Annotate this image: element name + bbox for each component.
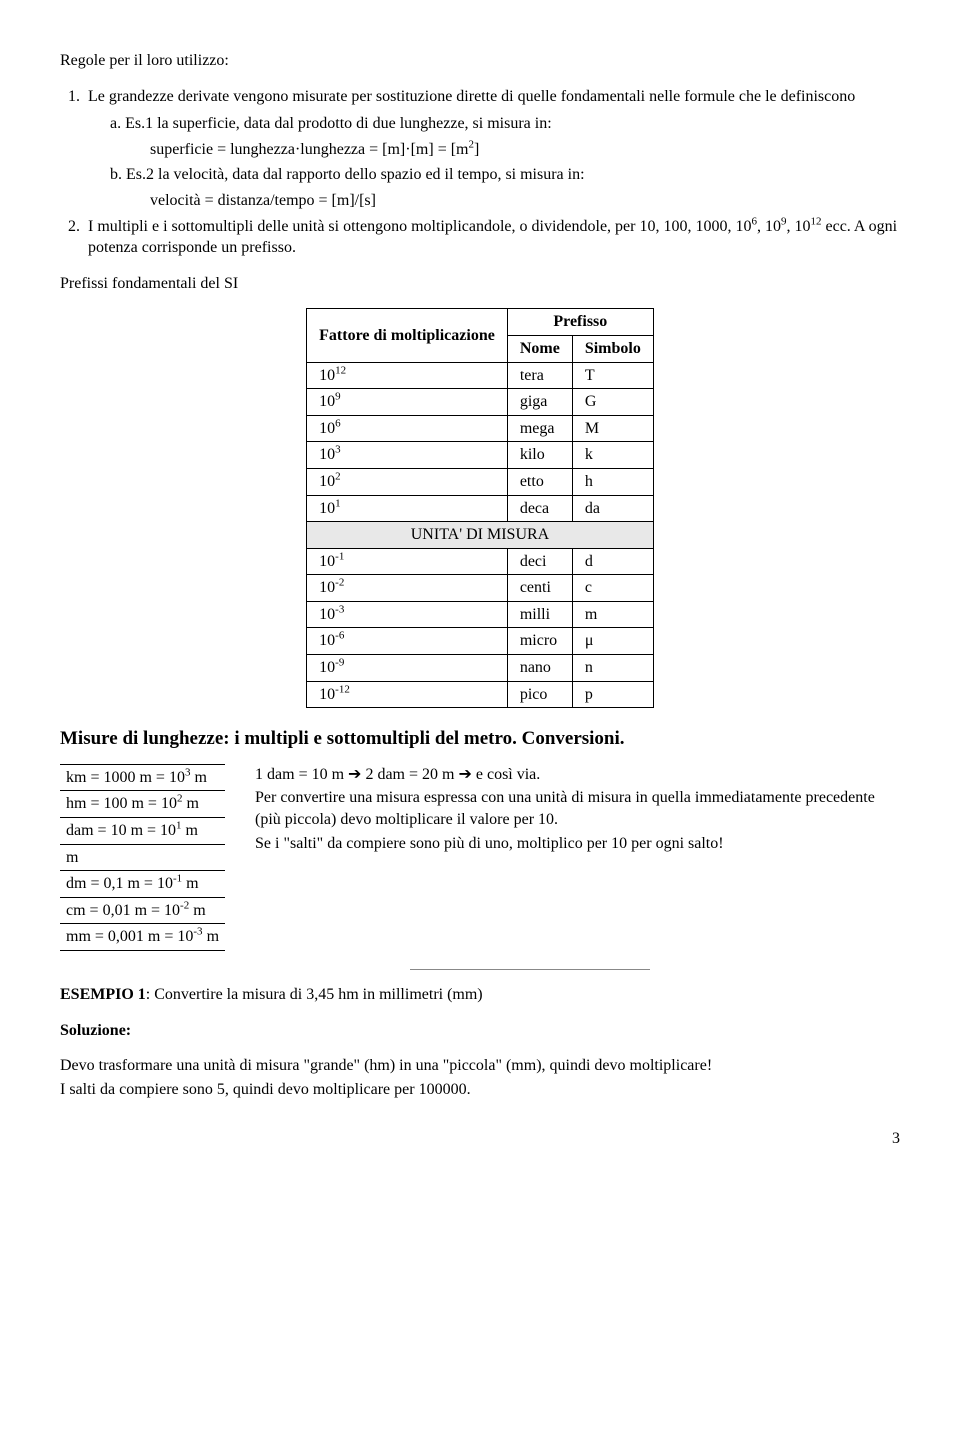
- rule-1-text: Le grandezze derivate vengono misurate p…: [88, 88, 855, 105]
- rule-1-num: 1.: [68, 86, 88, 108]
- table-row: 101: [307, 495, 508, 522]
- prefix-intro: Prefissi fondamentali del SI: [60, 273, 900, 295]
- table-row: mm = 0,001 m = 10-3 m: [60, 924, 225, 951]
- rule-2: 2.I multipli e i sottomultipli delle uni…: [60, 216, 900, 259]
- conversion-table: km = 1000 m = 103 mhm = 100 m = 102 mdam…: [60, 764, 225, 951]
- table-row: hm = 100 m = 102 m: [60, 791, 225, 818]
- table-row: km = 1000 m = 103 m: [60, 764, 225, 791]
- table-row: 10-3: [307, 601, 508, 628]
- rule-1b-label: b.: [110, 166, 122, 183]
- rule-2-num: 2.: [68, 216, 88, 238]
- arrow-icon: ➔: [348, 766, 361, 783]
- rule-1b: b. Es.2 la velocità, data dal rapporto d…: [60, 164, 900, 186]
- table-row: 102: [307, 468, 508, 495]
- table-row: 10-9: [307, 655, 508, 682]
- arrow-icon: ➔: [458, 766, 471, 783]
- table-row: cm = 0,01 m = 10-2 m: [60, 897, 225, 924]
- th-simbolo: Simbolo: [572, 335, 653, 362]
- soluzione-label: Soluzione:: [60, 1020, 900, 1042]
- sol-p2: I salti da compiere sono 5, quindi devo …: [60, 1079, 900, 1101]
- conversion-section: km = 1000 m = 103 mhm = 100 m = 102 mdam…: [60, 764, 900, 951]
- intro-text: Regole per il loro utilizzo:: [60, 50, 900, 72]
- rule-1a-formula: superficie = lunghezza·lunghezza = [m]·[…: [60, 139, 900, 161]
- table-row: dm = 0,1 m = 10-1 m: [60, 871, 225, 898]
- table-row: 109: [307, 389, 508, 416]
- th-nome: Nome: [507, 335, 572, 362]
- table-row: 10-6: [307, 628, 508, 655]
- table-row: 10-1: [307, 548, 508, 575]
- table-row: 10-12: [307, 681, 508, 708]
- divider: [410, 969, 650, 970]
- table-row: 103: [307, 442, 508, 469]
- unita-row: UNITA' DI MISURA: [307, 522, 654, 549]
- table-row: 106: [307, 415, 508, 442]
- prefix-table: Fattore di moltiplicazione Prefisso Nome…: [306, 308, 654, 708]
- sol-p1: Devo trasformare una unità di misura "gr…: [60, 1055, 900, 1077]
- rule-1a-text: Es.1 la superficie, data dal prodotto di…: [125, 115, 552, 132]
- rule-1a-label: a.: [110, 115, 121, 132]
- rule-1b-formula: velocità = distanza/tempo = [m]/[s]: [60, 190, 900, 212]
- table-row: 1012: [307, 362, 508, 389]
- table-row: 10-2: [307, 575, 508, 602]
- th-fattore: Fattore di moltiplicazione: [307, 309, 508, 362]
- rule-1b-text: Es.2 la velocità, data dal rapporto dell…: [126, 166, 585, 183]
- table-row: m: [60, 844, 225, 871]
- esempio-1: ESEMPIO 1: Convertire la misura di 3,45 …: [60, 984, 900, 1006]
- rule-1: 1.Le grandezze derivate vengono misurate…: [60, 86, 900, 108]
- page-number: 3: [60, 1128, 900, 1150]
- rule-1a: a. Es.1 la superficie, data dal prodotto…: [60, 113, 900, 135]
- heading-misure: Misure di lunghezze: i multipli e sottom…: [60, 726, 900, 752]
- table-row: dam = 10 m = 101 m: [60, 818, 225, 845]
- th-prefisso: Prefisso: [507, 309, 653, 336]
- conversion-explain: 1 dam = 10 m ➔ 2 dam = 20 m ➔ e così via…: [255, 764, 900, 868]
